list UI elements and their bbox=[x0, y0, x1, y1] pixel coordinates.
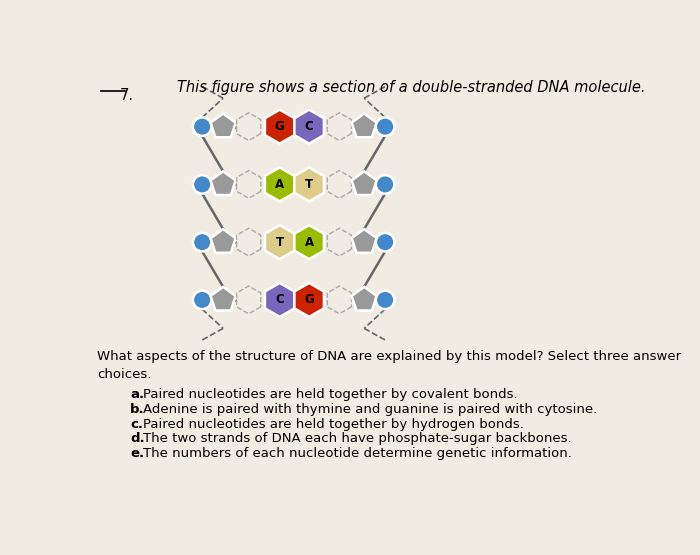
Circle shape bbox=[376, 118, 394, 136]
Text: Adenine is paired with thymine and guanine is paired with cytosine.: Adenine is paired with thymine and guani… bbox=[144, 403, 598, 416]
Text: A: A bbox=[275, 178, 284, 191]
Polygon shape bbox=[211, 171, 236, 195]
Polygon shape bbox=[211, 229, 236, 253]
Circle shape bbox=[376, 233, 394, 251]
Text: The two strands of DNA each have phosphate-sugar backbones.: The two strands of DNA each have phospha… bbox=[144, 432, 572, 445]
Text: c.: c. bbox=[130, 418, 143, 431]
Text: e.: e. bbox=[130, 447, 144, 460]
Text: T: T bbox=[305, 178, 313, 191]
Text: Paired nucleotides are held together by covalent bonds.: Paired nucleotides are held together by … bbox=[144, 388, 518, 401]
Circle shape bbox=[193, 233, 211, 251]
Text: b.: b. bbox=[130, 403, 145, 416]
Text: 7.: 7. bbox=[120, 88, 134, 103]
Text: The numbers of each nucleotide determine genetic information.: The numbers of each nucleotide determine… bbox=[144, 447, 572, 460]
Polygon shape bbox=[265, 110, 295, 144]
Polygon shape bbox=[295, 110, 324, 144]
Polygon shape bbox=[265, 283, 295, 317]
Text: G: G bbox=[275, 120, 285, 133]
Polygon shape bbox=[295, 168, 324, 201]
Circle shape bbox=[193, 175, 211, 194]
Text: What aspects of the structure of DNA are explained by this model? Select three a: What aspects of the structure of DNA are… bbox=[97, 350, 681, 381]
Polygon shape bbox=[211, 287, 236, 310]
Polygon shape bbox=[351, 171, 377, 195]
Polygon shape bbox=[265, 168, 295, 201]
Text: This figure shows a section of a double-stranded DNA molecule.: This figure shows a section of a double-… bbox=[176, 80, 645, 95]
Text: Paired nucleotides are held together by hydrogen bonds.: Paired nucleotides are held together by … bbox=[144, 418, 524, 431]
Polygon shape bbox=[295, 225, 324, 259]
Polygon shape bbox=[351, 287, 377, 310]
Polygon shape bbox=[265, 225, 295, 259]
Text: C: C bbox=[275, 294, 284, 306]
Circle shape bbox=[376, 175, 394, 194]
Text: A: A bbox=[304, 236, 314, 249]
Polygon shape bbox=[351, 229, 377, 253]
Text: a.: a. bbox=[130, 388, 144, 401]
Circle shape bbox=[193, 118, 211, 136]
Circle shape bbox=[376, 291, 394, 309]
Circle shape bbox=[193, 291, 211, 309]
Polygon shape bbox=[351, 114, 377, 137]
Polygon shape bbox=[295, 283, 324, 317]
Text: G: G bbox=[304, 294, 314, 306]
Text: d.: d. bbox=[130, 432, 145, 445]
Polygon shape bbox=[211, 114, 236, 137]
Text: C: C bbox=[304, 120, 314, 133]
Text: T: T bbox=[276, 236, 284, 249]
